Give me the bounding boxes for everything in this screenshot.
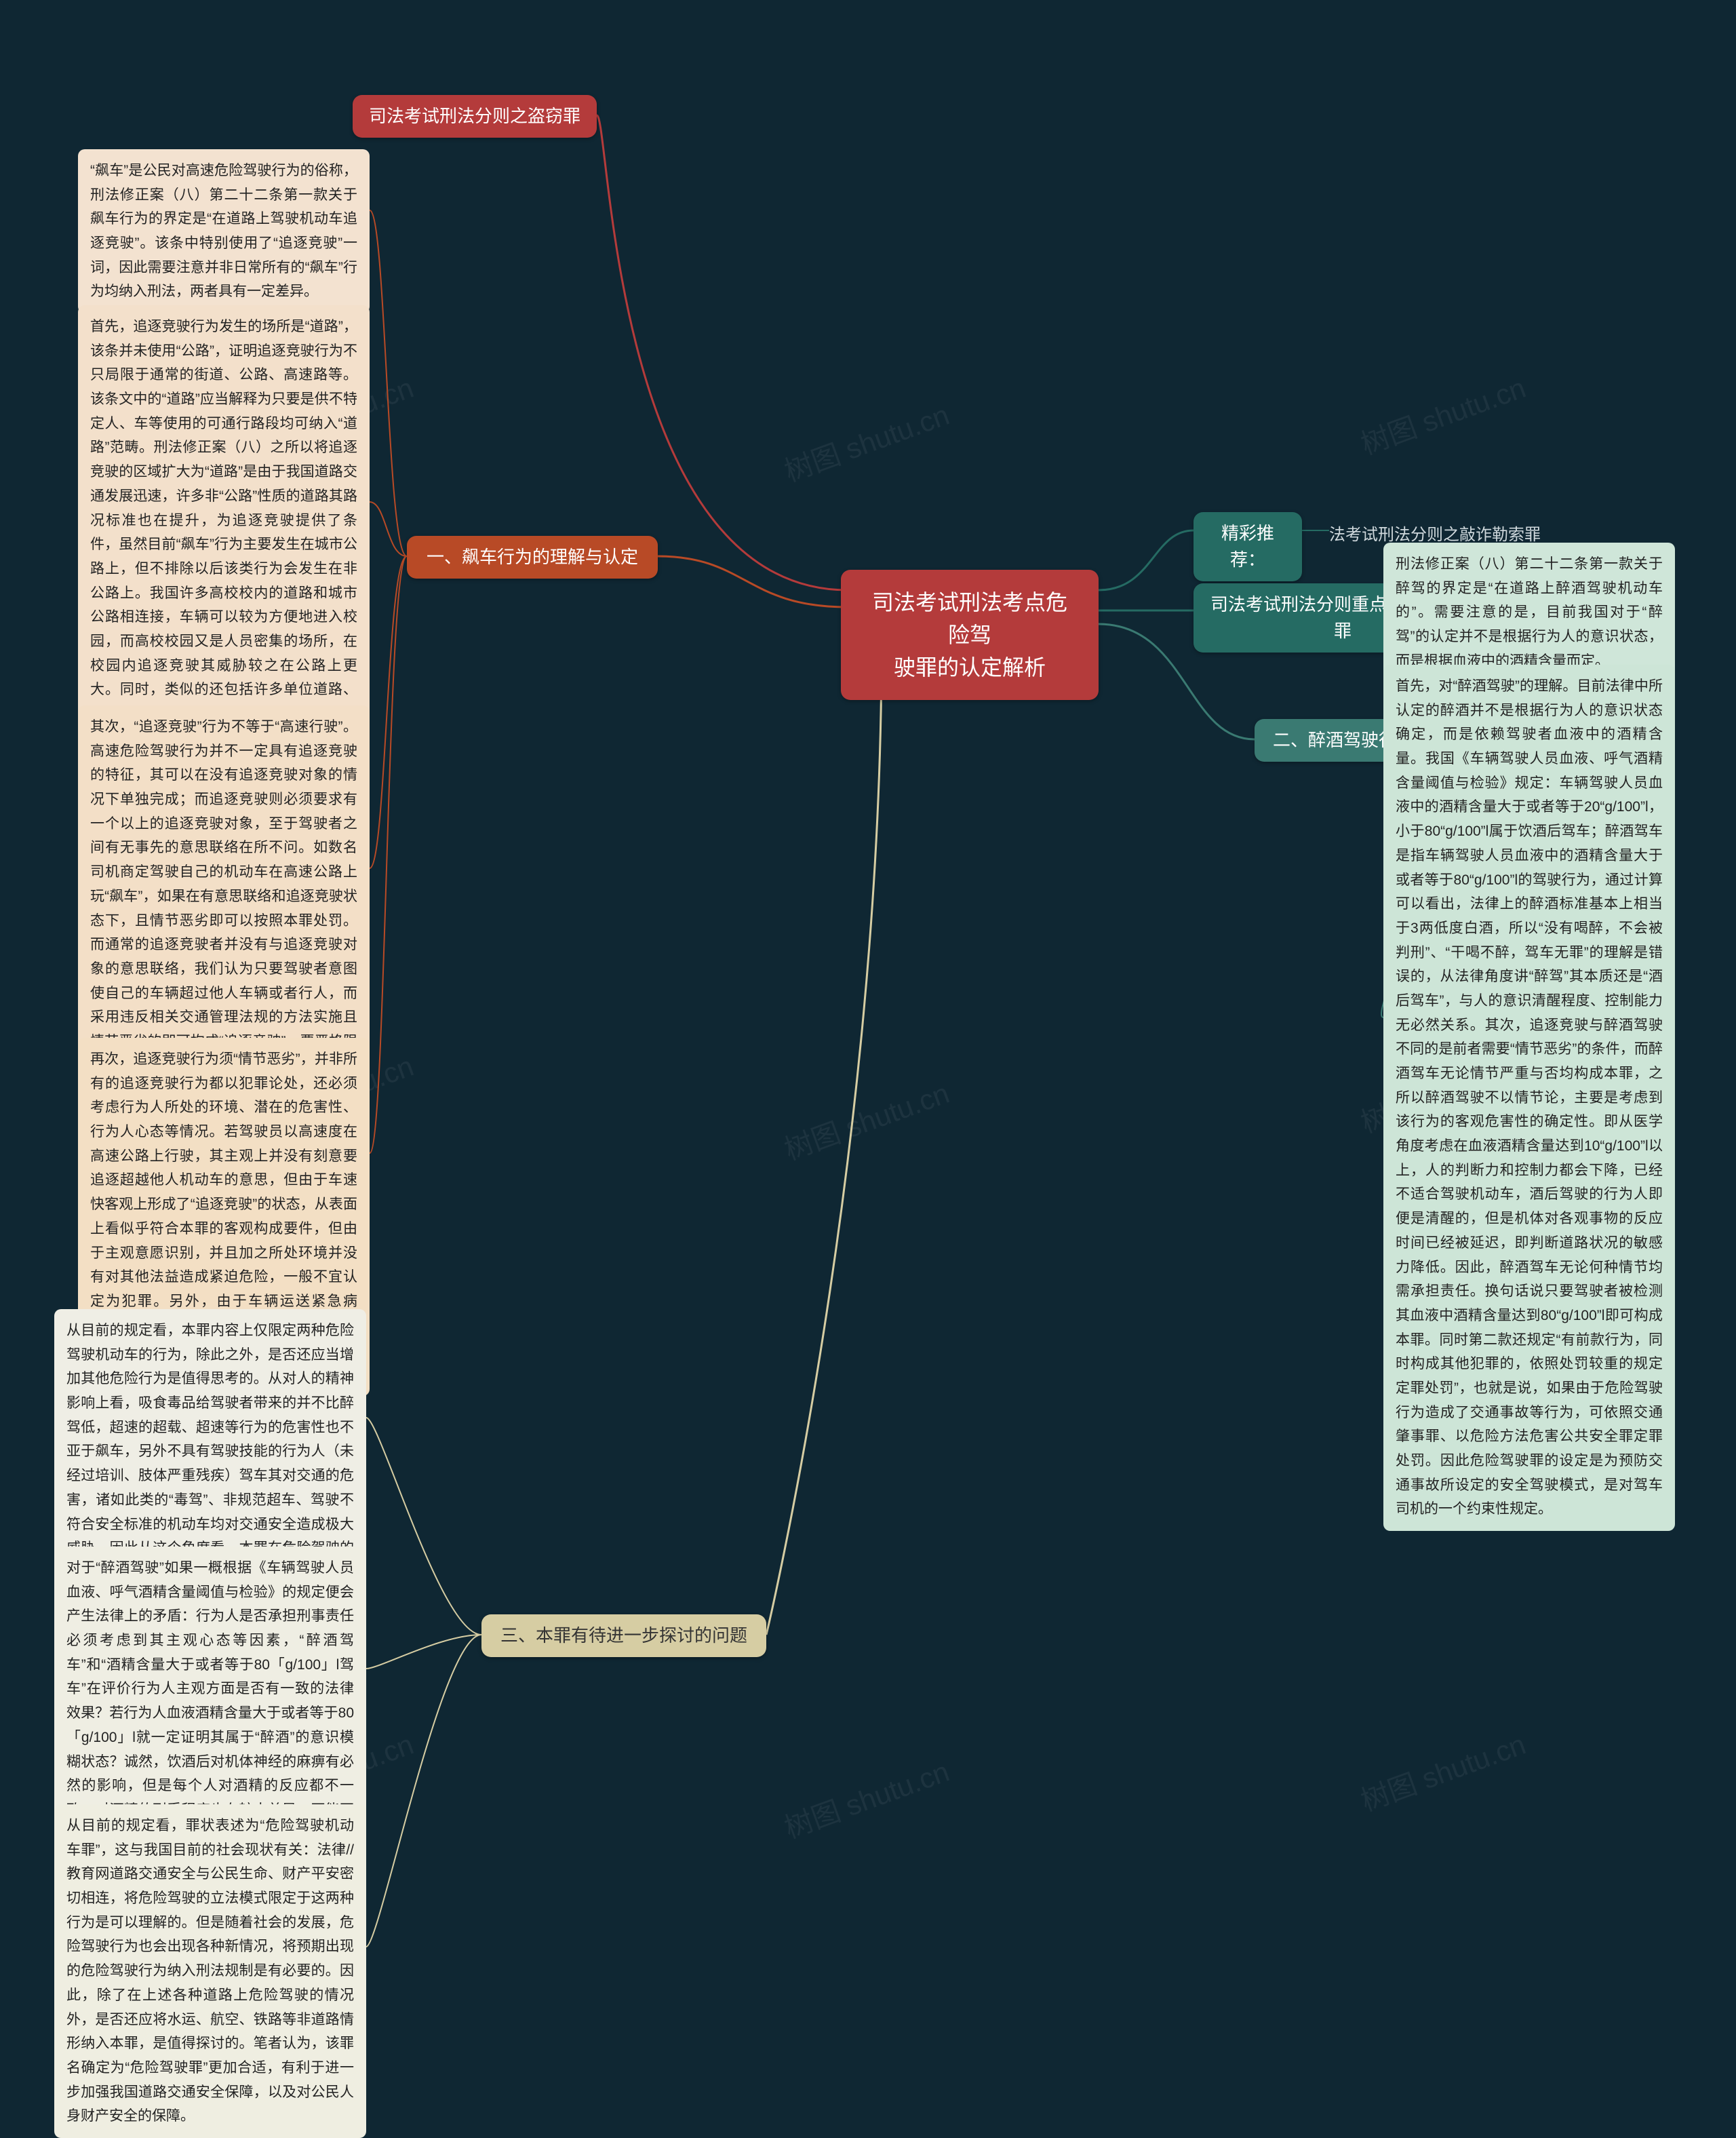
watermark: 树图 shutu.cn <box>1354 365 1531 463</box>
leaf-b1-0: “飙车”是公民对高速危险驾驶行为的俗称，刑法修正案（八）第二十二条第一款关于飙车… <box>78 149 370 313</box>
leaf-b2-0: 刑法修正案（八）第二十二条第一款关于醉驾的界定是“在道路上醉酒驾驶机动车的”。需… <box>1383 543 1675 682</box>
branch-b3-issues[interactable]: 三、本罪有待进一步探讨的问题 <box>481 1614 766 1657</box>
leaf-b2-1: 首先，对“醉酒驾驶”的理解。目前法律中所认定的醉酒并不是根据行为人的意识状态确定… <box>1383 665 1675 1531</box>
branch-b1-racing[interactable]: 一、飙车行为的理解与认定 <box>407 536 658 579</box>
watermark: 树图 shutu.cn <box>778 1749 954 1846</box>
root-node[interactable]: 司法考试刑法考点危险驾驶罪的认定解析 <box>841 570 1099 700</box>
watermark: 树图 shutu.cn <box>1354 1722 1531 1819</box>
branch-recommend[interactable]: 精彩推荐： <box>1194 512 1302 581</box>
watermark: 树图 shutu.cn <box>778 1070 954 1168</box>
branch-top-theft[interactable]: 司法考试刑法分则之盗窃罪 <box>353 95 597 138</box>
leaf-b3-2: 从目前的规定看，罪状表述为“危险驾驶机动车罪”，这与我国目前的社会现状有关：法律… <box>54 1804 366 2138</box>
recommend-sublabel[interactable]: 法考试刑法分则之敲诈勒索罪 <box>1329 521 1541 545</box>
watermark: 树图 shutu.cn <box>778 392 954 490</box>
